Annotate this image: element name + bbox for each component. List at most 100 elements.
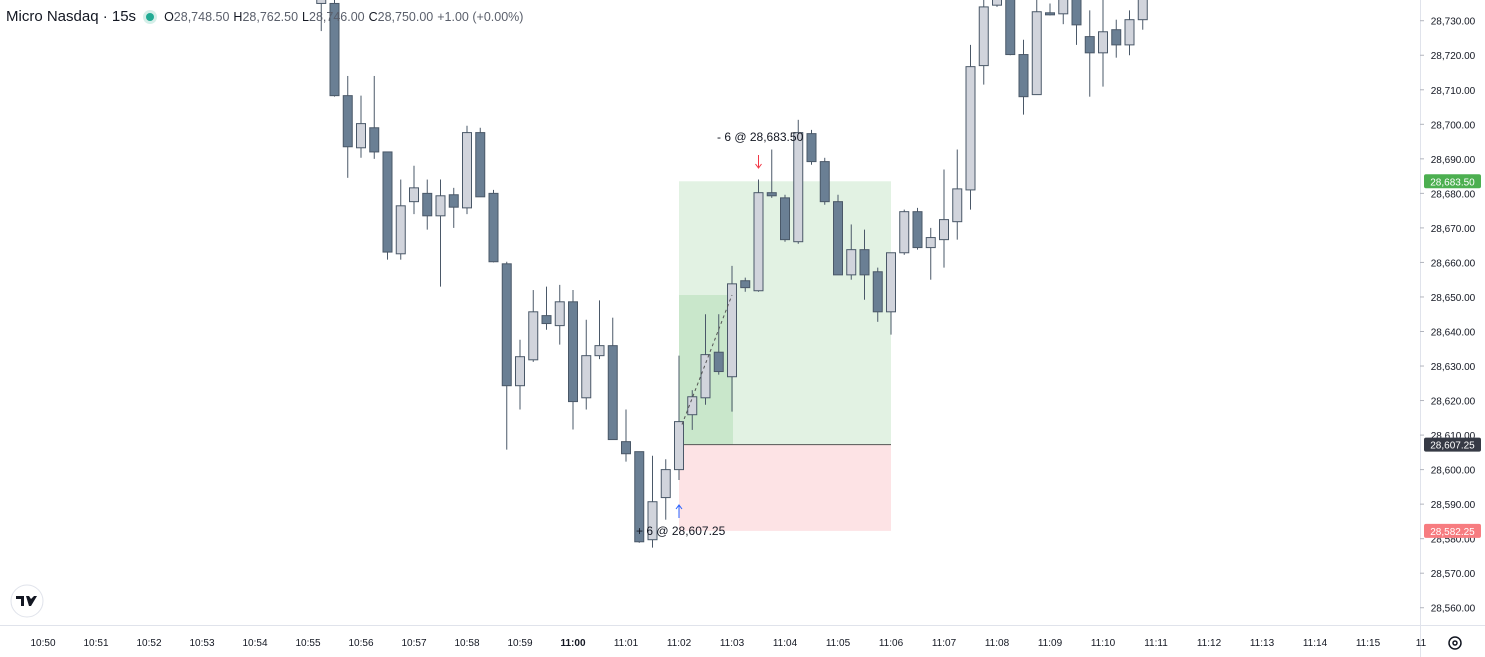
candle-body — [621, 441, 631, 455]
candle-body — [1071, 0, 1082, 26]
candle-body — [1005, 0, 1016, 56]
candle-body — [992, 0, 1002, 6]
x-tick-label: 11:06 — [879, 638, 904, 649]
x-tick-label: 10:56 — [348, 638, 373, 649]
ohlc-values: O28,748.50 H28,762.50 L28,746.00 C28,750.00 — [164, 10, 433, 24]
y-tick-label: 28,650.00 — [1431, 293, 1476, 304]
candle-body — [859, 249, 870, 276]
plot-area: + 6 @ 28,607.25 - 6 @ 28,683.50 — [316, 0, 1148, 548]
candle-body — [382, 151, 393, 253]
y-tick-label: 28,610.00 — [1431, 431, 1476, 442]
settings-button[interactable] — [1448, 636, 1462, 650]
y-tick-label: 28,700.00 — [1431, 120, 1476, 131]
candle-body — [568, 301, 578, 403]
price-badge — [1424, 523, 1481, 538]
x-tick-label: 11:13 — [1250, 638, 1275, 649]
price-badge-label: 28,607.25 — [1430, 441, 1475, 452]
candle-body — [1111, 29, 1122, 46]
candle-body — [409, 187, 419, 203]
y-tick-label: 28,660.00 — [1431, 258, 1476, 269]
sell-label: - 6 @ 28,683.50 — [717, 130, 804, 144]
candle-body — [687, 396, 698, 416]
candle-body — [1124, 19, 1135, 46]
x-tick-label: 11:15 — [1356, 638, 1381, 649]
symbol-title: Micro Nasdaq · 15s — [6, 8, 137, 25]
sell-arrow — [755, 155, 762, 169]
y-tick-label: 28,600.00 — [1431, 466, 1476, 477]
x-tick-label: 11:05 — [826, 638, 851, 649]
y-tick-label: 28,560.00 — [1431, 604, 1476, 615]
x-tick-label: 10:52 — [136, 638, 161, 649]
x-tick-label: 11:08 — [985, 638, 1010, 649]
market-status — [146, 12, 155, 21]
candle-body — [660, 469, 671, 499]
ohlc-value: 28,746.00 — [309, 9, 365, 24]
x-tick-label: 10:59 — [507, 638, 532, 649]
candle-body — [488, 192, 499, 263]
candle-body — [713, 351, 724, 373]
x-tick-label: 11:04 — [773, 638, 798, 649]
x-tick-label: 11:07 — [932, 638, 957, 649]
y-tick-label: 28,710.00 — [1431, 86, 1476, 97]
ohlc-label: O — [164, 9, 174, 24]
y-tick-label: 28,730.00 — [1431, 17, 1476, 28]
candle-body — [594, 345, 605, 357]
price-badge-label: 28,683.50 — [1430, 177, 1475, 188]
y-tick-label: 28,620.00 — [1431, 397, 1476, 408]
candle-body — [899, 211, 910, 254]
candle-body — [727, 283, 737, 378]
candle-body — [833, 201, 843, 276]
y-tick-label: 28,630.00 — [1431, 362, 1476, 373]
price-badge — [1424, 437, 1481, 452]
x-tick-label: 10:58 — [454, 638, 479, 649]
candle-body — [912, 211, 923, 249]
y-tick-label: 28,720.00 — [1431, 51, 1476, 62]
legend-header: Micro Nasdaq · 15s O28,748.50 H28,762.50 L… — [6, 8, 523, 25]
candle-body — [1058, 0, 1069, 15]
candle-body — [541, 315, 552, 325]
x-tick-label: 11:01 — [614, 638, 639, 649]
candle-body — [515, 356, 525, 387]
candle-body — [607, 345, 618, 441]
candle-body — [952, 188, 963, 223]
candle-body — [753, 192, 764, 292]
y-tick-label: 28,590.00 — [1431, 500, 1476, 511]
candle-body — [766, 192, 777, 197]
candle-body — [316, 0, 327, 4]
candle-body — [925, 237, 936, 249]
candle-body — [1018, 54, 1029, 98]
x-tick-label: 10:51 — [83, 638, 108, 649]
buy-label: + 6 @ 28,607.25 — [636, 524, 726, 538]
y-tick-label: 28,670.00 — [1431, 224, 1476, 235]
candle-body — [462, 132, 472, 209]
ohlc-label: L — [302, 9, 309, 24]
x-tick-label: 10:50 — [30, 638, 55, 649]
ohlc-label: C — [368, 9, 378, 24]
ohlc-value: 28,762.50 — [242, 9, 299, 24]
candle-body — [634, 451, 645, 543]
ohlc-value: 28,750.00 — [377, 9, 434, 24]
candle-body — [806, 133, 817, 163]
x-tick-label: 11:09 — [1038, 638, 1063, 649]
y-tick-label: 28,570.00 — [1431, 569, 1476, 580]
candle-body — [740, 280, 751, 289]
candle-body — [369, 127, 380, 153]
candle-body — [422, 192, 433, 217]
x-tick-label: 10:57 — [401, 638, 426, 649]
x-tick-label: 11:12 — [1197, 638, 1222, 649]
x-tick-label: 11:11 — [1144, 638, 1168, 649]
change: +1.00 (+0.00%) — [437, 9, 524, 24]
candle-body — [780, 197, 790, 241]
tv-logo[interactable] — [10, 584, 44, 618]
ohlc-item: H28,762.50 — [233, 10, 298, 24]
trade-link — [681, 294, 733, 425]
ohlc-item: L28,746.00 — [302, 10, 365, 24]
stop-zone — [679, 444, 891, 531]
candle-body — [700, 354, 711, 399]
candle-body — [1098, 31, 1108, 54]
candle-body — [1031, 11, 1042, 96]
candle-body — [1045, 12, 1055, 16]
candle-body — [581, 355, 592, 399]
